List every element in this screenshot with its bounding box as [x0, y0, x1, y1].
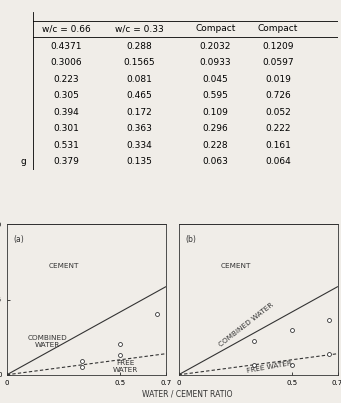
Text: 0.379: 0.379 [54, 158, 79, 166]
Text: (b): (b) [185, 235, 196, 244]
Text: CEMENT: CEMENT [48, 264, 79, 269]
Text: 0.4371: 0.4371 [50, 42, 82, 51]
Text: COMBINED
WATER: COMBINED WATER [28, 335, 68, 348]
Text: 0.135: 0.135 [126, 158, 152, 166]
Text: (a): (a) [13, 235, 24, 244]
Text: 0.019: 0.019 [265, 75, 291, 84]
Text: COMBINED WATER: COMBINED WATER [218, 302, 275, 348]
Text: FREE
WATER: FREE WATER [112, 360, 137, 373]
Text: 0.1209: 0.1209 [262, 42, 294, 51]
Text: 0.363: 0.363 [126, 125, 152, 133]
Text: WATER / CEMENT RATIO: WATER / CEMENT RATIO [142, 390, 233, 399]
Text: 0.3006: 0.3006 [50, 58, 82, 67]
Text: 0.301: 0.301 [54, 125, 79, 133]
Text: 0.109: 0.109 [202, 108, 228, 117]
Text: 0.288: 0.288 [126, 42, 152, 51]
Text: g: g [21, 158, 27, 166]
Text: 0.081: 0.081 [126, 75, 152, 84]
Text: 0.0597: 0.0597 [262, 58, 294, 67]
Text: 0.052: 0.052 [265, 108, 291, 117]
Text: 0.222: 0.222 [265, 125, 291, 133]
Text: Compact: Compact [258, 24, 298, 33]
Text: w/c = 0.66: w/c = 0.66 [42, 24, 91, 33]
Text: 0.228: 0.228 [203, 141, 228, 150]
Text: w/c = 0.33: w/c = 0.33 [115, 24, 163, 33]
Text: 0.305: 0.305 [54, 91, 79, 100]
Text: 0.334: 0.334 [126, 141, 152, 150]
Text: Compact: Compact [195, 24, 235, 33]
Text: 0.172: 0.172 [126, 108, 152, 117]
Text: 0.296: 0.296 [202, 125, 228, 133]
Text: 0.394: 0.394 [54, 108, 79, 117]
Text: 0.161: 0.161 [265, 141, 291, 150]
Text: CEMENT: CEMENT [220, 264, 251, 269]
Text: 0.465: 0.465 [126, 91, 152, 100]
Text: 0.531: 0.531 [54, 141, 79, 150]
Text: 0.045: 0.045 [202, 75, 228, 84]
Text: 0.064: 0.064 [265, 158, 291, 166]
Text: 0.063: 0.063 [202, 158, 228, 166]
Text: 0.223: 0.223 [54, 75, 79, 84]
Text: FREE WATER: FREE WATER [246, 360, 293, 374]
Text: 0.2032: 0.2032 [199, 42, 231, 51]
Text: 0.0933: 0.0933 [199, 58, 231, 67]
Text: 0.726: 0.726 [265, 91, 291, 100]
Text: 0.595: 0.595 [202, 91, 228, 100]
Text: 0.1565: 0.1565 [123, 58, 155, 67]
